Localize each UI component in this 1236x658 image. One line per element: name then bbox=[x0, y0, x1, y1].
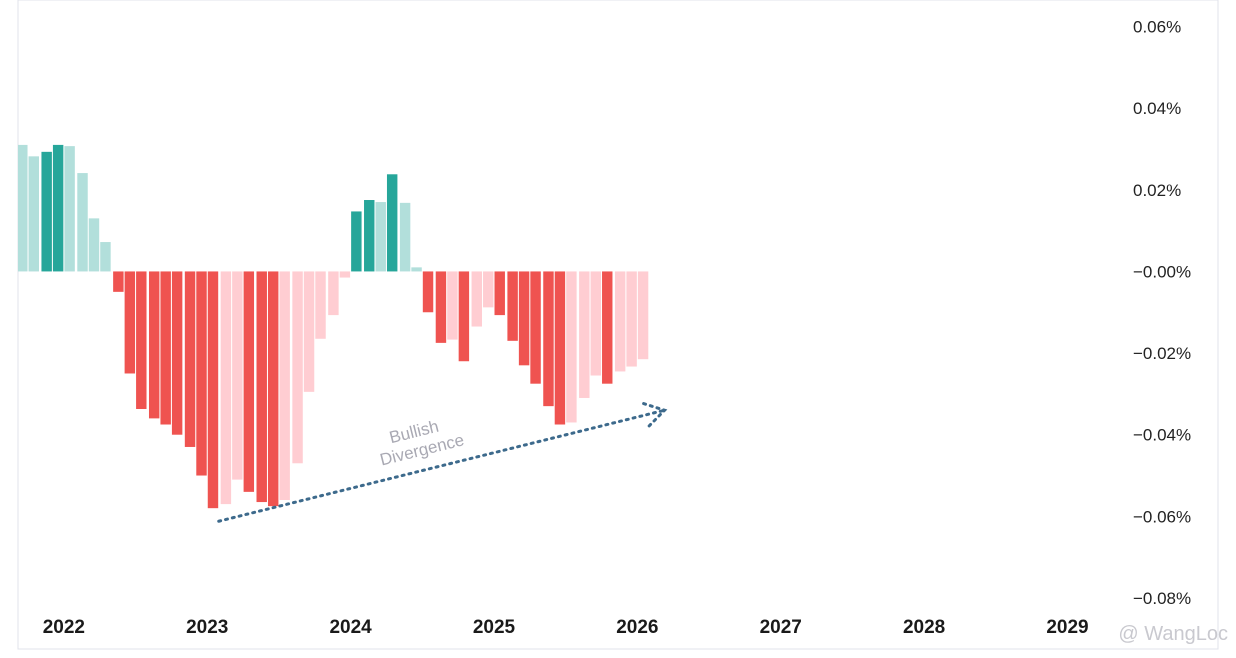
histogram-bar-50 bbox=[614, 271, 626, 372]
histogram-bar-14 bbox=[184, 271, 196, 447]
histogram-bar-37 bbox=[458, 271, 470, 362]
x-axis: 2022 2023 2024 2025 2026 2027 2028 2029 bbox=[43, 617, 1089, 638]
histogram-bar-6 bbox=[88, 218, 100, 272]
x-tick-label: 2026 bbox=[616, 617, 658, 638]
chart-border bbox=[17, 0, 1219, 650]
y-tick-label: 0.06% bbox=[1133, 18, 1181, 37]
histogram-bar-45 bbox=[554, 271, 566, 425]
histogram-bar-0 bbox=[18, 144, 28, 272]
histogram-bar-40 bbox=[494, 271, 505, 316]
histogram-bar-26 bbox=[328, 271, 339, 316]
histogram-bar-24 bbox=[303, 271, 315, 392]
histogram-bar-17 bbox=[220, 271, 232, 505]
watermark: @ WangLoc bbox=[1118, 623, 1228, 645]
histogram-bar-46 bbox=[566, 271, 577, 423]
x-tick-label: 2024 bbox=[329, 617, 372, 638]
histogram-bars bbox=[18, 144, 649, 509]
histogram-bar-34 bbox=[422, 271, 434, 313]
histogram-bar-31 bbox=[386, 174, 398, 272]
histogram-bar-10 bbox=[136, 271, 147, 409]
histogram-bar-42 bbox=[518, 271, 530, 366]
histogram-bar-27 bbox=[339, 271, 351, 278]
histogram-bar-49 bbox=[602, 271, 613, 384]
histogram-bar-23 bbox=[292, 271, 303, 464]
x-tick-label: 2023 bbox=[186, 617, 228, 638]
histogram-bar-44 bbox=[543, 271, 554, 407]
divergence-arrow-line bbox=[217, 408, 667, 523]
histogram-bar-43 bbox=[530, 271, 541, 384]
histogram-bar-18 bbox=[232, 271, 243, 480]
histogram-bar-35 bbox=[435, 271, 447, 343]
x-tick-label: 2025 bbox=[473, 617, 516, 638]
histogram-bar-22 bbox=[279, 271, 290, 501]
x-tick-label: 2029 bbox=[1046, 617, 1088, 638]
histogram-bar-4 bbox=[64, 146, 75, 272]
histogram-bar-16 bbox=[207, 271, 219, 509]
x-tick-label: 2028 bbox=[903, 617, 945, 638]
histogram-bar-8 bbox=[113, 271, 124, 292]
y-tick-label: 0.02% bbox=[1133, 181, 1181, 200]
histogram-bar-20 bbox=[256, 271, 267, 503]
histogram-bar-28 bbox=[351, 211, 362, 272]
x-tick-label: 2022 bbox=[43, 617, 85, 638]
histogram-bar-38 bbox=[471, 271, 482, 327]
histogram-bar-7 bbox=[100, 242, 111, 272]
histogram-bar-29 bbox=[364, 200, 375, 272]
histogram-bar-13 bbox=[171, 271, 183, 435]
histogram-bar-36 bbox=[447, 271, 458, 340]
histogram-bar-3 bbox=[52, 144, 64, 272]
histogram-bar-41 bbox=[507, 271, 518, 341]
y-tick-label: −0.08% bbox=[1133, 589, 1191, 608]
histogram-bar-5 bbox=[77, 173, 88, 272]
histogram-bar-33 bbox=[411, 267, 422, 272]
divergence-arrow bbox=[217, 402, 668, 523]
histogram-bar-52 bbox=[637, 271, 649, 360]
histogram-bar-12 bbox=[160, 271, 171, 425]
y-tick-label: −0.00% bbox=[1133, 262, 1191, 281]
histogram-bar-2 bbox=[41, 151, 52, 272]
y-tick-label: −0.04% bbox=[1133, 426, 1191, 445]
histogram-bar-25 bbox=[315, 271, 326, 339]
histogram-bar-47 bbox=[579, 271, 590, 398]
histogram-bar-39 bbox=[483, 271, 494, 308]
histogram-bar-1 bbox=[28, 156, 39, 272]
histogram-bar-15 bbox=[196, 271, 207, 476]
histogram-bar-11 bbox=[148, 271, 160, 419]
histogram-bar-30 bbox=[375, 202, 386, 272]
histogram-bar-51 bbox=[626, 271, 637, 367]
divergence-arrow-head bbox=[642, 402, 668, 428]
x-tick-label: 2027 bbox=[760, 617, 802, 638]
histogram-bar-32 bbox=[399, 202, 411, 272]
divergence-annotation: Bullish Divergence bbox=[378, 417, 466, 470]
histogram-bar-21 bbox=[267, 271, 279, 507]
y-tick-label: 0.04% bbox=[1133, 99, 1181, 118]
histogram-bar-9 bbox=[124, 271, 136, 374]
y-tick-label: −0.06% bbox=[1133, 507, 1191, 526]
histogram-bar-48 bbox=[590, 271, 601, 376]
y-axis: 0.06% 0.04% 0.02% −0.00% −0.02% −0.04% −0.06% −… bbox=[1133, 18, 1191, 608]
y-tick-label: −0.02% bbox=[1133, 344, 1191, 363]
histogram-bar-19 bbox=[243, 271, 255, 492]
